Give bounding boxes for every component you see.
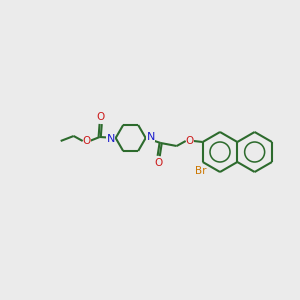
Text: N: N: [146, 132, 155, 142]
Text: O: O: [186, 136, 194, 146]
Text: O: O: [82, 136, 91, 146]
Text: O: O: [154, 158, 163, 168]
Text: O: O: [97, 112, 105, 122]
Text: N: N: [106, 134, 115, 144]
Text: Br: Br: [195, 166, 206, 176]
